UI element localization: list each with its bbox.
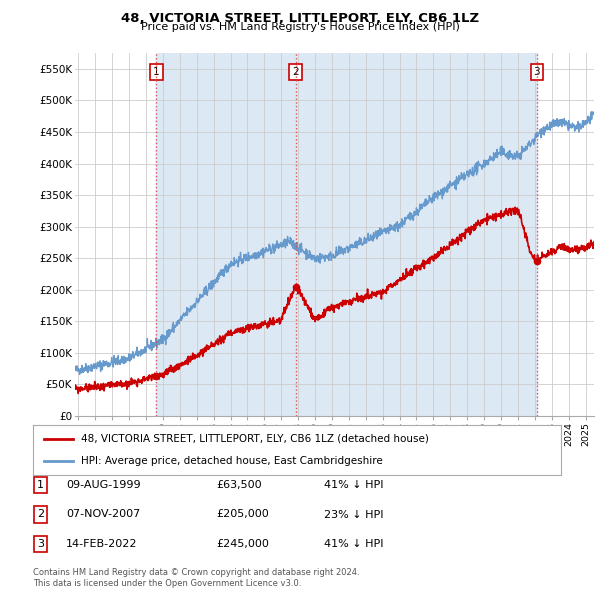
Text: HPI: Average price, detached house, East Cambridgeshire: HPI: Average price, detached house, East… <box>80 456 382 466</box>
Text: 48, VICTORIA STREET, LITTLEPORT, ELY, CB6 1LZ: 48, VICTORIA STREET, LITTLEPORT, ELY, CB… <box>121 12 479 25</box>
Text: Contains HM Land Registry data © Crown copyright and database right 2024.
This d: Contains HM Land Registry data © Crown c… <box>33 568 359 588</box>
Text: 1: 1 <box>37 480 44 490</box>
Text: Price paid vs. HM Land Registry's House Price Index (HPI): Price paid vs. HM Land Registry's House … <box>140 22 460 32</box>
Text: £63,500: £63,500 <box>216 480 262 490</box>
Text: £245,000: £245,000 <box>216 539 269 549</box>
Text: 07-NOV-2007: 07-NOV-2007 <box>66 510 140 519</box>
Text: 2: 2 <box>292 67 299 77</box>
Text: 41% ↓ HPI: 41% ↓ HPI <box>324 539 383 549</box>
Text: 1: 1 <box>153 67 160 77</box>
Bar <box>157 53 537 416</box>
Text: 3: 3 <box>37 539 44 549</box>
Text: 3: 3 <box>533 67 540 77</box>
Text: 2: 2 <box>37 510 44 519</box>
Text: 14-FEB-2022: 14-FEB-2022 <box>66 539 137 549</box>
Text: 09-AUG-1999: 09-AUG-1999 <box>66 480 140 490</box>
Text: 23% ↓ HPI: 23% ↓ HPI <box>324 510 383 519</box>
Text: £205,000: £205,000 <box>216 510 269 519</box>
Text: 41% ↓ HPI: 41% ↓ HPI <box>324 480 383 490</box>
Text: 48, VICTORIA STREET, LITTLEPORT, ELY, CB6 1LZ (detached house): 48, VICTORIA STREET, LITTLEPORT, ELY, CB… <box>80 434 428 444</box>
